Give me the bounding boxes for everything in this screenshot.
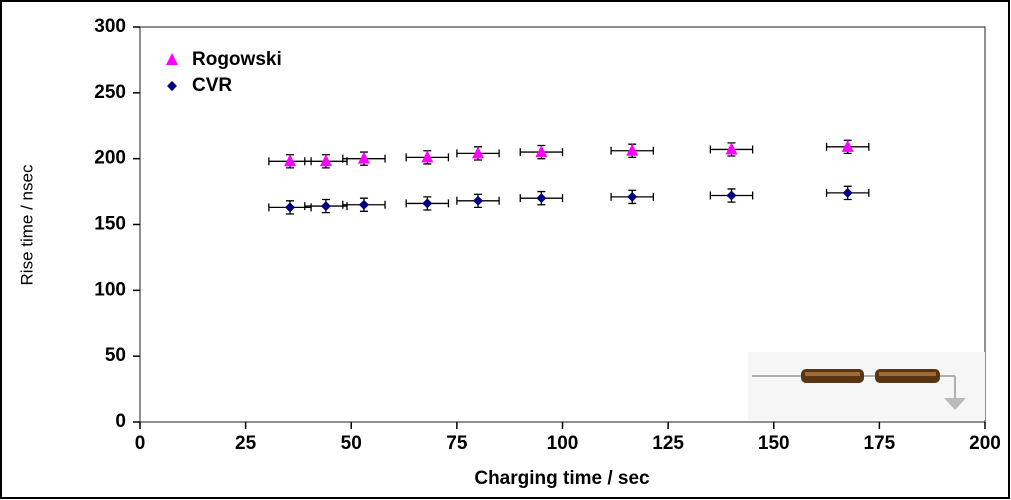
data-point [473,195,483,206]
x-tick-label: 50 [341,433,362,454]
x-axis-label: Charging time / sec [474,468,650,489]
data-point [726,190,737,201]
data-point [422,198,433,209]
data-point [627,191,638,202]
x-tick-label: 0 [135,433,146,454]
data-point [841,139,854,152]
legend-marker [166,53,178,65]
y-tick-label: 300 [94,16,126,37]
y-tick-label: 250 [94,82,126,103]
inset-image [748,352,985,420]
legend-marker [167,81,177,91]
x-tick-label: 125 [652,433,684,454]
y-tick-label: 0 [115,411,126,432]
data-point [535,145,548,158]
x-tick-label: 25 [235,433,257,454]
data-point [320,201,331,212]
data-point [842,187,853,198]
legend-label: CVR [192,75,232,96]
data-point [357,151,370,164]
data-point [626,143,639,156]
data-point [472,146,484,159]
data-point [725,142,738,155]
data-point [421,150,434,163]
data-point [319,154,332,167]
x-tick-label: 200 [969,433,1001,454]
legend-label: Rogowski [192,49,282,70]
data-point [358,199,369,210]
x-tick-label: 75 [446,433,468,454]
x-tick-label: 175 [864,433,896,454]
data-point [284,202,295,213]
x-tick-label: 150 [758,433,790,454]
y-axis-label: Rise time / nsec [17,164,36,285]
y-tick-label: 200 [94,148,126,169]
y-tick-label: 150 [94,214,126,235]
y-tick-label: 100 [94,279,126,300]
x-tick-label: 100 [547,433,579,454]
data-point [283,154,296,167]
data-point [536,193,547,204]
y-tick-label: 50 [105,345,126,366]
